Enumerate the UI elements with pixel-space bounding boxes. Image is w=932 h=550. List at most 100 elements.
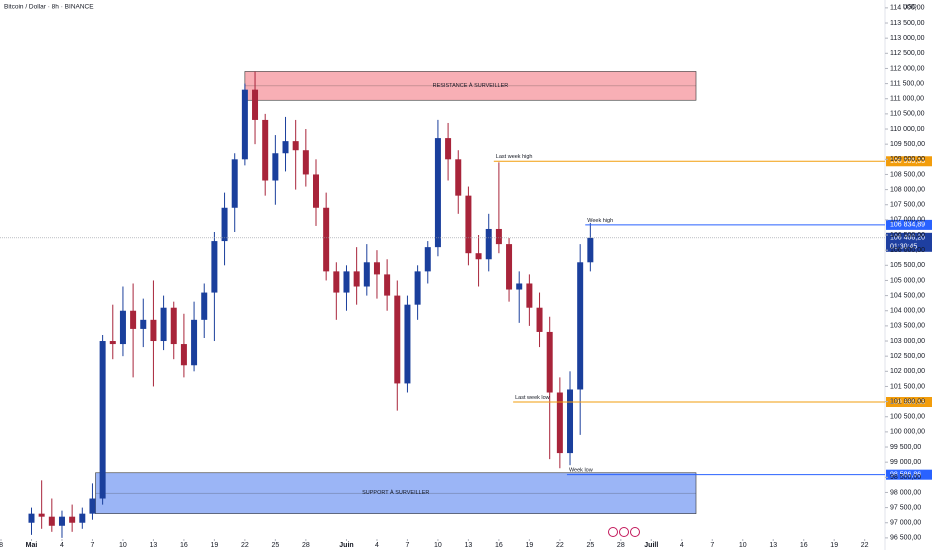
y-tick-label: 103 500,00	[890, 323, 925, 330]
candle-body	[333, 271, 340, 293]
y-tick-label: 99 000,00	[890, 459, 921, 466]
y-tick-label: 110 000,00	[890, 126, 925, 133]
y-tick-label: 102 000,00	[890, 368, 925, 375]
candle-body	[587, 237, 594, 263]
y-tick-label: 113 500,00	[890, 20, 925, 27]
candle-body	[272, 153, 279, 181]
y-tick-label: 101 000,00	[890, 398, 925, 405]
candle-body	[465, 195, 472, 254]
y-tick-label: 113 000,00	[890, 35, 925, 42]
x-tick-label: 22	[241, 542, 249, 549]
candle-body	[262, 119, 269, 181]
candle-body	[302, 150, 309, 175]
x-tick-label: 16	[495, 542, 503, 549]
candle-body	[241, 89, 248, 160]
candle-body	[424, 247, 431, 272]
x-tick-label: 16	[800, 542, 808, 549]
y-tick-label: 107 500,00	[890, 202, 925, 209]
candle-body	[79, 513, 86, 523]
candle-body	[191, 319, 198, 366]
y-tick-label: 111 500,00	[890, 80, 924, 87]
candle-body	[180, 344, 187, 366]
countdown-label: 01:30:45	[890, 244, 917, 251]
y-tick-label: 107 000,00	[890, 217, 925, 224]
level-tag	[886, 469, 932, 480]
y-tick-label: 102 500,00	[890, 353, 925, 360]
candle-body	[363, 262, 370, 287]
y-tick-label: 111 000,00	[890, 96, 924, 103]
candle-body	[201, 292, 208, 320]
candle-body	[140, 319, 147, 329]
x-tick-label: 16	[180, 542, 188, 549]
y-tick-label: 101 500,00	[890, 383, 925, 390]
candle-body	[282, 141, 289, 154]
candle-body	[312, 174, 319, 208]
x-tick-label: 7	[91, 542, 95, 549]
x-tick-label: 13	[769, 542, 777, 549]
candle-body	[119, 310, 126, 345]
x-tick-label: 4	[680, 542, 684, 549]
x-tick-label: 10	[739, 542, 747, 549]
y-tick-label: 98 500,00	[890, 474, 921, 481]
y-tick-label: 108 000,00	[890, 186, 925, 193]
x-tick-label: 28	[617, 542, 625, 549]
y-tick-label: 112 000,00	[890, 65, 925, 72]
y-tick-label: 112 500,00	[890, 50, 925, 57]
y-tick-label: 103 000,00	[890, 338, 925, 345]
level-name: Last week low	[515, 395, 550, 401]
y-axis-unit: USD	[903, 4, 917, 11]
x-tick-label: 28	[302, 542, 310, 549]
candle-body	[38, 513, 45, 517]
event-icon	[630, 527, 640, 537]
x-tick-label: 13	[465, 542, 473, 549]
y-tick-label: 100 000,00	[890, 429, 925, 436]
x-tick-label: 25	[586, 542, 594, 549]
candle-body	[475, 253, 482, 260]
level-tag-label: 98 586,86	[890, 472, 921, 479]
x-tick-label: 19	[210, 542, 218, 549]
candle-body	[109, 341, 116, 345]
candle-body	[292, 141, 299, 151]
candle-body	[58, 516, 65, 526]
x-tick-label: 4	[375, 542, 379, 549]
candle-body	[526, 283, 533, 308]
x-tick-label: 19	[830, 542, 838, 549]
level-name: Week high	[587, 218, 613, 224]
event-icon	[619, 527, 629, 537]
candle-body	[485, 228, 492, 260]
candle-body	[221, 207, 228, 242]
y-tick-label: 96 500,00	[890, 535, 921, 542]
candle-body	[546, 331, 553, 393]
x-tick-label: 19	[525, 542, 533, 549]
candle-body	[353, 271, 360, 287]
x-tick-label: 13	[150, 542, 158, 549]
y-tick-label: 99 500,00	[890, 444, 921, 451]
candle-body	[323, 207, 330, 272]
candle-body	[252, 89, 259, 120]
x-tick-label: 8	[0, 542, 3, 549]
candle-body	[394, 295, 401, 384]
level-tag-label: 106 834,89	[890, 222, 925, 229]
y-tick-label: 108 500,00	[890, 171, 925, 178]
x-tick-label: 22	[861, 542, 869, 549]
y-tick-label: 105 500,00	[890, 262, 925, 269]
y-tick-label: 97 500,00	[890, 504, 921, 511]
y-tick-label: 105 000,00	[890, 277, 925, 284]
x-tick-label: Juill	[644, 542, 658, 549]
last-price-tag	[886, 232, 932, 252]
y-tick-label: 109 500,00	[890, 141, 925, 148]
candle-body	[89, 498, 96, 514]
zone-label: RESISTANCE À SURVEILLER	[433, 82, 509, 89]
x-tick-label: 10	[119, 542, 127, 549]
candle-body	[48, 516, 55, 526]
x-tick-label: 25	[271, 542, 279, 549]
last-price-label: 106 408,20	[890, 235, 925, 242]
candle-body	[343, 271, 350, 293]
level-tag	[886, 397, 932, 408]
candle-body	[69, 516, 76, 523]
candle-body	[130, 310, 137, 329]
level-name: Week low	[569, 468, 593, 474]
y-tick-label: 110 500,00	[890, 111, 925, 118]
candle-body	[567, 389, 574, 454]
